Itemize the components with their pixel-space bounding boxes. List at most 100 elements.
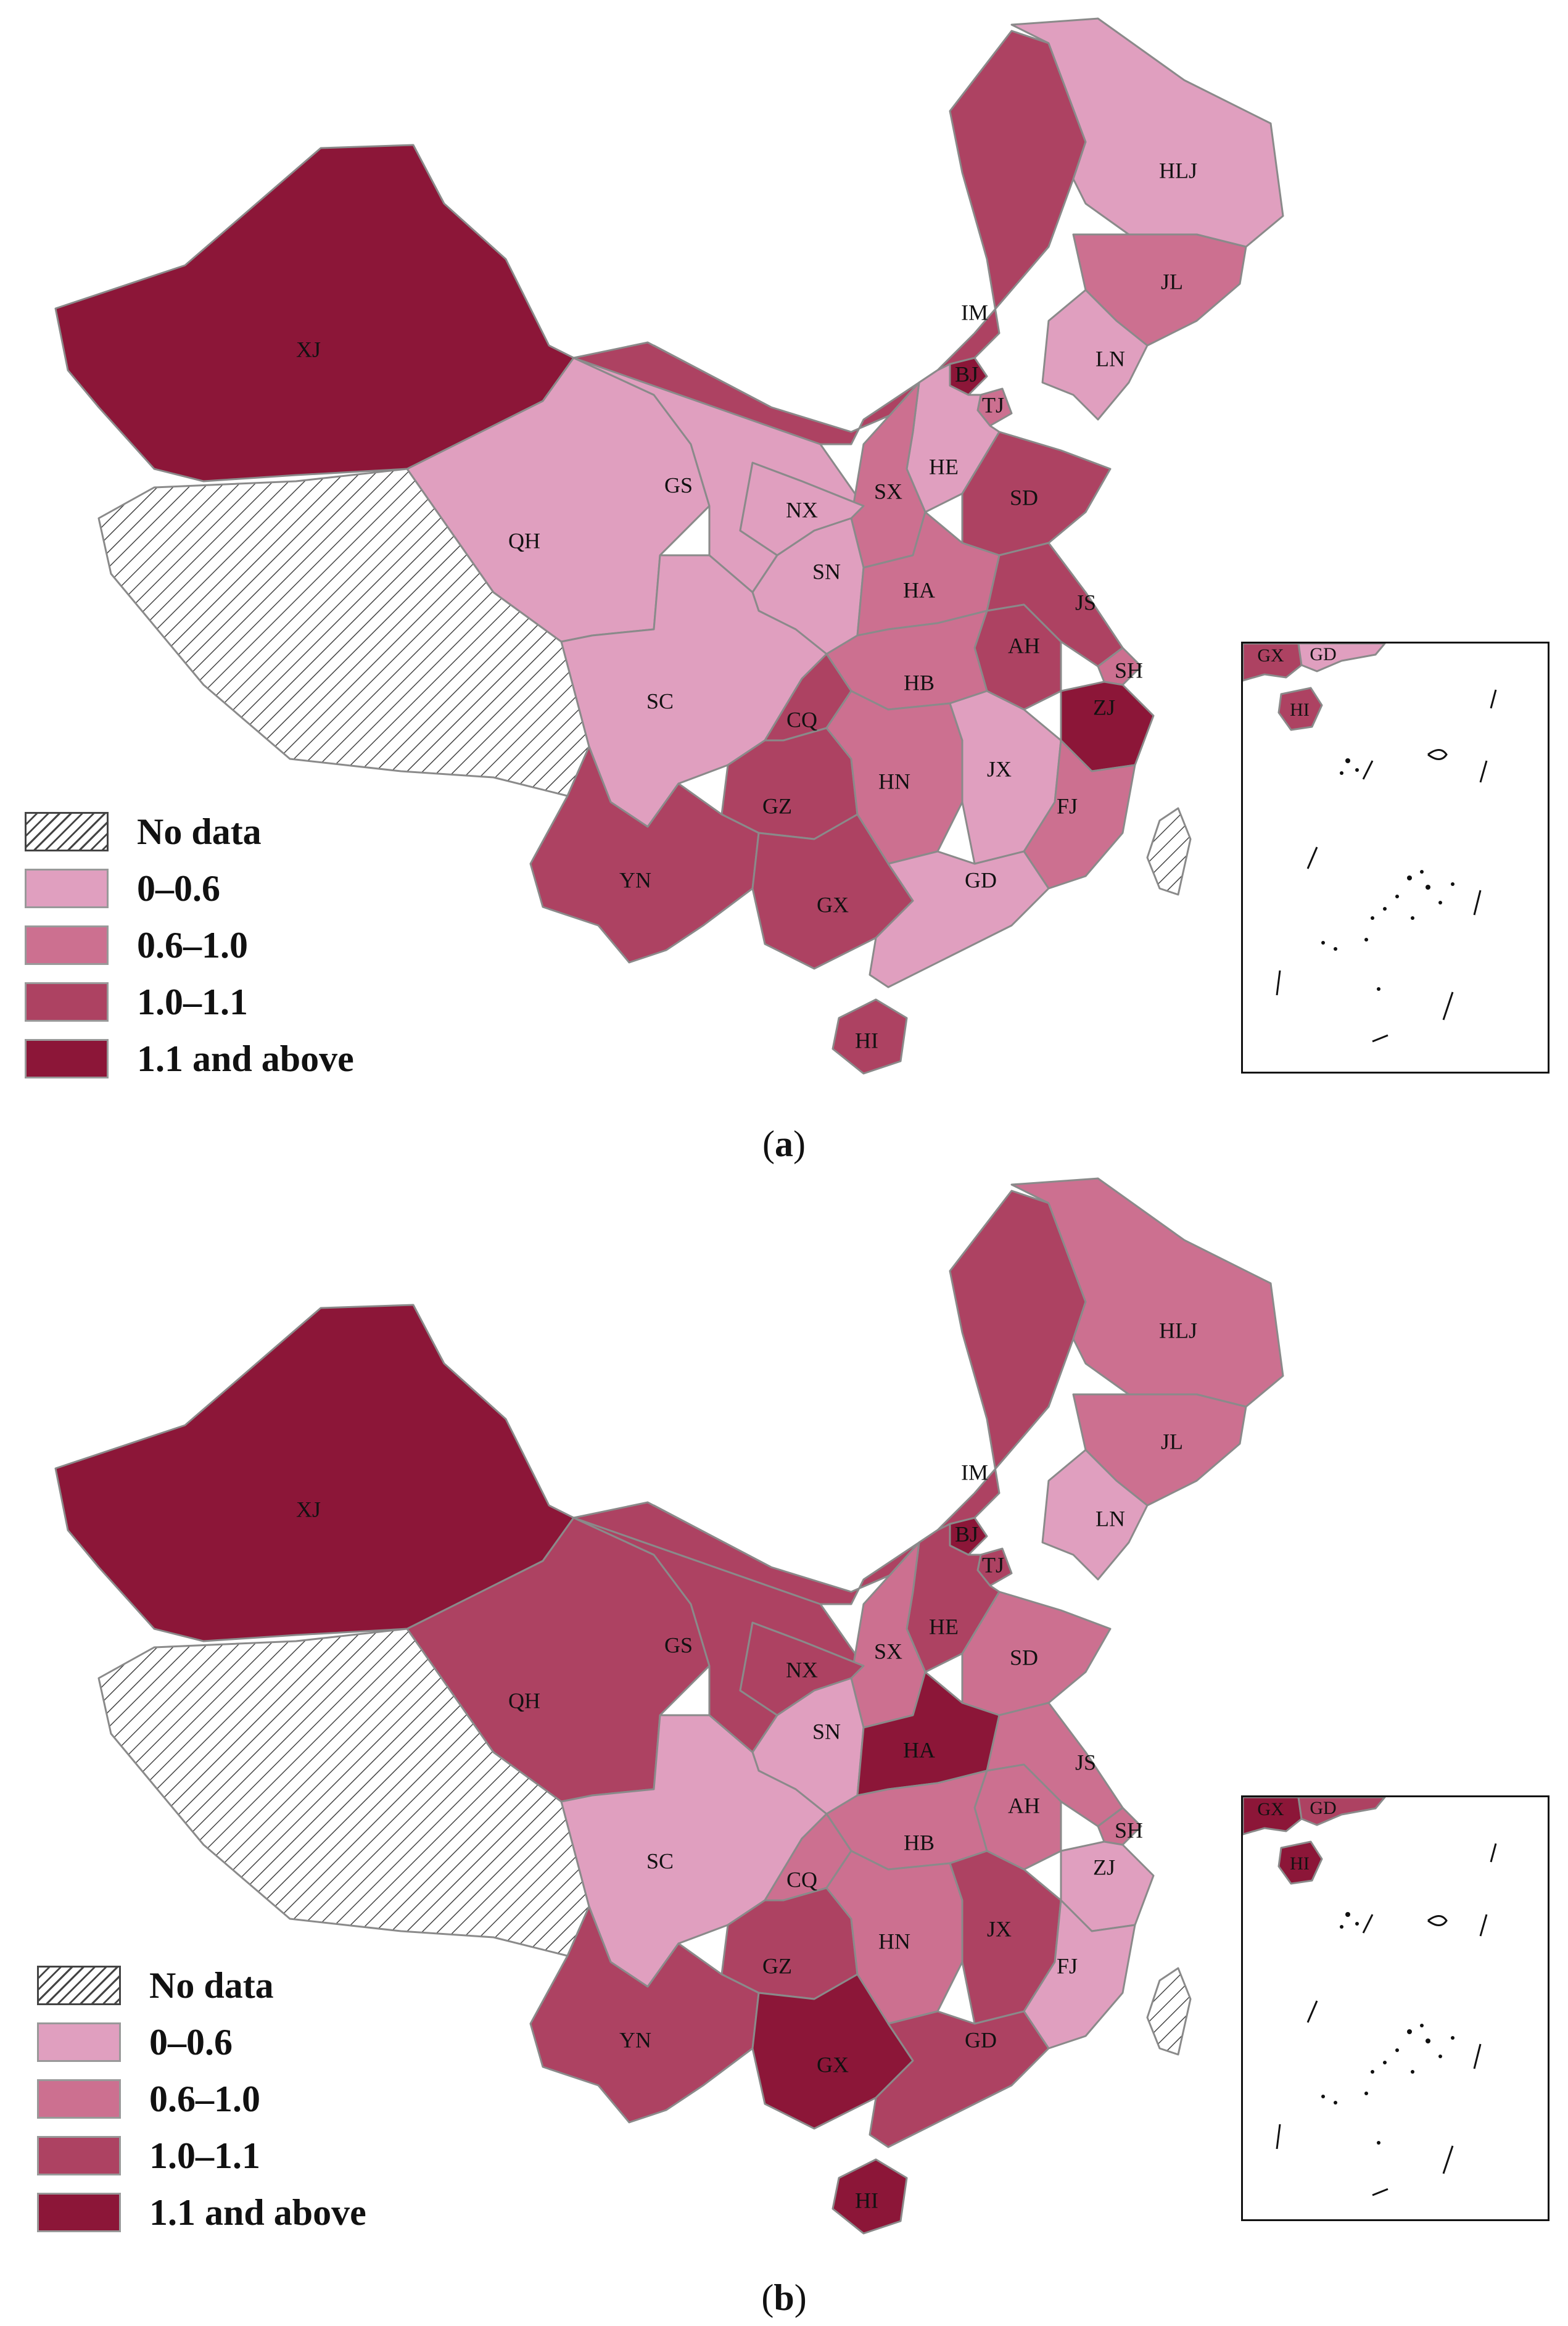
legend-swatch: [37, 2193, 121, 2232]
province-label-gd: GD: [965, 2027, 997, 2052]
province-label-sh: SH: [1115, 658, 1143, 682]
inset-reefs: [1321, 1912, 1455, 2145]
province-label-sd: SD: [1010, 1645, 1038, 1670]
province-label-hlj: HLJ: [1159, 158, 1197, 183]
legend-swatch: [25, 1039, 109, 1078]
legend-swatch: [25, 869, 109, 908]
inset-region-gd: [1297, 644, 1386, 673]
legend-swatch: [25, 982, 109, 1022]
province-label-ln: LN: [1096, 346, 1125, 371]
legend-label: 1.0–1.1: [149, 2135, 260, 2176]
province-label-xj: XJ: [296, 337, 321, 362]
province-label-yn: YN: [619, 867, 651, 892]
legend-label: 0–0.6: [137, 868, 220, 909]
province-tw: [1146, 1967, 1192, 2056]
province-label-hb: HB: [904, 670, 935, 695]
province-label-sc: SC: [646, 1848, 674, 1873]
province-label-gs: GS: [664, 1633, 693, 1657]
map-panel-b: XJ QH GS IM HLJ JL LN BJ TJ HE SX NX SN SD HA JS AH SH ZJ H…: [0, 1160, 1568, 2270]
province-label-hb: HB: [904, 1830, 935, 1855]
province-hi: [831, 998, 908, 1075]
province-label-tj: TJ: [982, 1552, 1004, 1577]
inset-region-gd: [1297, 1797, 1386, 1826]
province-label-ha: HA: [903, 1737, 935, 1762]
province-label-fj: FJ: [1057, 793, 1078, 818]
province-label-jl: JL: [1161, 1429, 1183, 1454]
province-label-sn: SN: [812, 559, 841, 584]
province-label-hi: HI: [855, 2188, 878, 2212]
legend-swatch: [37, 1966, 121, 2005]
province-label-nx: NX: [786, 497, 818, 522]
province-label-hlj: HLJ: [1159, 1318, 1197, 1343]
province-fj: [1023, 739, 1136, 890]
legend-swatch: [25, 925, 109, 965]
province-label-ah: AH: [1008, 1793, 1040, 1818]
province-label-fj: FJ: [1057, 1953, 1078, 1978]
inset-label-gx: GX: [1257, 645, 1284, 666]
inset-region-gx: [1243, 644, 1303, 682]
legend-label: No data: [149, 1965, 274, 2006]
province-hi: [831, 2158, 908, 2235]
legend-label: 1.1 and above: [137, 1038, 354, 1079]
province-label-yn: YN: [619, 2027, 651, 2052]
province-im: [572, 30, 1087, 445]
province-label-gx: GX: [817, 892, 849, 917]
province-label-qh: QH: [508, 1688, 540, 1713]
inset-map-b: GX GD HI: [1243, 1797, 1497, 2196]
province-label-he: HE: [929, 454, 959, 479]
province-label-ha: HA: [903, 577, 935, 602]
province-label-hi: HI: [855, 1028, 878, 1053]
province-label-ah: AH: [1008, 633, 1040, 658]
province-label-bj: BJ: [955, 1521, 978, 1546]
inset-region-hi: [1277, 687, 1323, 731]
province-label-sd: SD: [1010, 485, 1038, 510]
inset-label-hi: HI: [1290, 700, 1310, 720]
caption-letter-a: a: [775, 1124, 793, 1164]
province-label-bj: BJ: [955, 362, 978, 386]
province-label-cq: CQ: [786, 707, 817, 732]
province-label-js: JS: [1075, 1750, 1096, 1774]
province-label-jl: JL: [1161, 269, 1183, 294]
province-label-jx: JX: [987, 756, 1012, 781]
inset-label-gd: GD: [1310, 1798, 1336, 1818]
inset-islands: [1276, 1843, 1497, 2196]
legend-label: 0.6–1.0: [137, 925, 248, 966]
province-label-gd: GD: [965, 867, 997, 892]
south-china-sea-inset-b: GX GD HI: [1241, 1795, 1549, 2221]
province-label-sx: SX: [874, 1639, 902, 1663]
province-label-gx: GX: [817, 2052, 849, 2077]
province-label-zj: ZJ: [1093, 695, 1115, 719]
province-sh: [1097, 647, 1142, 686]
province-ln: [1041, 1449, 1149, 1581]
legend-swatch: [37, 2136, 121, 2175]
province-im: [572, 1190, 1087, 1605]
province-label-hn: HN: [878, 769, 910, 793]
province-label-gz: GZ: [762, 793, 792, 818]
inset-map-a: GX GD HI: [1243, 644, 1497, 1043]
province-label-sx: SX: [874, 479, 902, 503]
inset-region-gx: [1243, 1797, 1303, 1836]
legend-swatch: [37, 2079, 121, 2119]
province-gd: [869, 2010, 1050, 2148]
caption-b: (b): [761, 2277, 807, 2318]
province-label-hn: HN: [878, 1929, 910, 1953]
province-label-nx: NX: [786, 1657, 818, 1682]
province-qh: [406, 357, 711, 643]
province-label-sh: SH: [1115, 1818, 1143, 1842]
legend-label: 1.0–1.1: [137, 982, 248, 1022]
province-label-zj: ZJ: [1093, 1855, 1115, 1879]
province-sh: [1097, 1807, 1142, 1846]
legend-label: 0–0.6: [149, 2022, 233, 2063]
province-tw: [1146, 807, 1192, 896]
province-ln: [1041, 289, 1149, 421]
province-label-js: JS: [1075, 590, 1096, 615]
province-label-he: HE: [929, 1614, 959, 1639]
province-label-xj: XJ: [296, 1497, 321, 1521]
province-label-gs: GS: [664, 473, 693, 497]
province-gd: [869, 850, 1050, 988]
province-label-jx: JX: [987, 1916, 1012, 1941]
map-panel-a: XJ QH GS IM HLJ JL LN BJ TJ HE SX NX SN SD HA JS AH SH ZJ H…: [0, 0, 1568, 1111]
inset-label-gd: GD: [1310, 644, 1336, 664]
